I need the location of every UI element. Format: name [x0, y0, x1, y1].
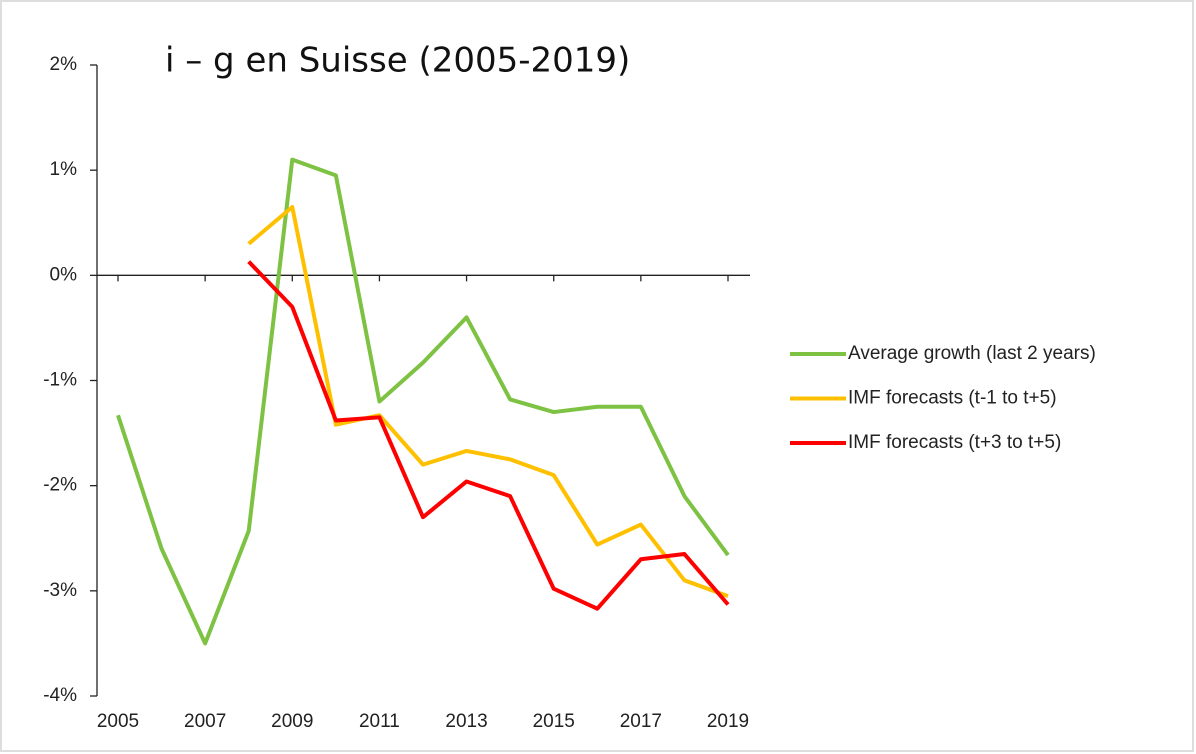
x-tick-label: 2007: [184, 711, 226, 732]
legend-label: Average growth (last 2 years): [848, 343, 1096, 364]
y-tick-label: -2%: [43, 475, 77, 496]
y-tick-label: 0%: [50, 264, 78, 285]
x-tick-label: 2019: [707, 711, 749, 732]
y-tick-label: -3%: [43, 580, 77, 601]
y-tick-label: 2%: [50, 54, 78, 75]
chart-title: i – g en Suisse (2005-2019): [165, 41, 630, 81]
x-tick-label: 2005: [97, 711, 139, 732]
x-tick-label: 2015: [533, 711, 575, 732]
y-tick-label: -4%: [43, 685, 77, 706]
y-tick-label: 1%: [50, 159, 78, 180]
series-line: [247, 204, 729, 598]
y-tick-label: -1%: [43, 370, 77, 391]
legend-label: IMF forecasts (t-1 to t+5): [848, 388, 1057, 409]
series-line: [247, 260, 730, 611]
x-tick-label: 2017: [620, 711, 662, 732]
x-tick-label: 2011: [359, 711, 400, 732]
legend-label: IMF forecasts (t+3 to t+5): [848, 432, 1061, 453]
x-tick-label: 2013: [445, 711, 487, 732]
series-line: [116, 157, 730, 646]
x-tick-label: 2009: [271, 711, 313, 732]
